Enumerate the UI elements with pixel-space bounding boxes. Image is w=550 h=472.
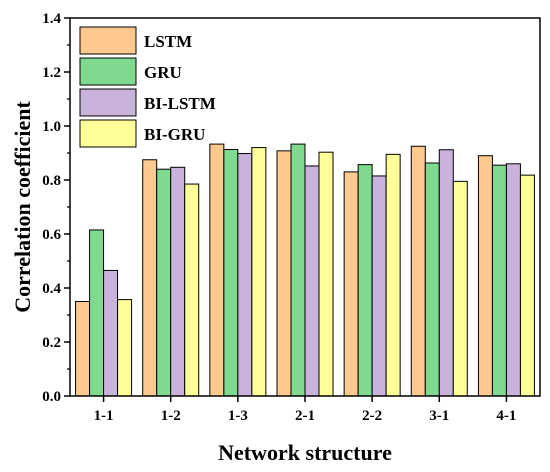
- legend-swatch-lstm: [79, 26, 137, 55]
- y-tick-label: 0.2: [42, 335, 61, 351]
- legend-label-gru: GRU: [144, 63, 182, 82]
- x-tick-label: 4-1: [496, 408, 516, 424]
- bar-bi-lstm-3-1: [438, 149, 454, 397]
- legend-swatch-gru: [79, 57, 137, 86]
- bar-bi-lstm-4-1: [505, 163, 521, 397]
- bar-bi-gru-2-2: [385, 153, 401, 397]
- x-tick-label: 3-1: [429, 408, 449, 424]
- bar-gru-2-2: [357, 164, 373, 397]
- legend: LSTM GRU BI-LSTM BI-GRU: [79, 26, 216, 148]
- bar-lstm-1-3: [209, 143, 225, 397]
- bar-bi-lstm-1-1: [103, 269, 119, 397]
- x-axis: 1-1 1-2 1-3 2-1 2-2 3-1 4-1: [94, 396, 516, 424]
- legend-label-lstm: LSTM: [144, 32, 192, 51]
- y-tick-label: 1.4: [42, 11, 61, 27]
- x-tick-label: 1-1: [94, 408, 114, 424]
- y-tick-label: 0.6: [42, 227, 61, 243]
- bar-bi-gru-1-1: [117, 299, 133, 397]
- y-axis: 0.0 0.2 0.4 0.6 0.8 1.0 1.2 1.4: [42, 11, 70, 405]
- x-axis-title: Network structure: [218, 440, 392, 465]
- bar-lstm-2-2: [343, 171, 359, 397]
- y-axis-title: Correlation coefficient: [10, 101, 35, 313]
- bar-bi-lstm-2-1: [304, 165, 320, 397]
- bars-group: [75, 143, 535, 397]
- bar-bi-gru-2-1: [318, 151, 334, 397]
- bar-gru-2-1: [290, 143, 306, 397]
- bar-bi-gru-1-2: [184, 183, 200, 397]
- bar-lstm-4-1: [477, 155, 493, 397]
- bar-bi-gru-4-1: [519, 174, 535, 397]
- x-tick-label: 2-1: [295, 408, 315, 424]
- bar-bi-lstm-1-2: [170, 166, 186, 397]
- y-tick-label: 1.0: [42, 119, 61, 135]
- legend-label-bi-lstm: BI-LSTM: [144, 94, 216, 113]
- y-tick-label: 0.8: [42, 173, 61, 189]
- bar-bi-gru-3-1: [452, 180, 468, 397]
- legend-label-bi-gru: BI-GRU: [144, 125, 205, 144]
- legend-swatch-bi-lstm: [79, 88, 137, 117]
- bar-bi-lstm-2-2: [371, 175, 387, 397]
- bar-lstm-2-1: [276, 150, 292, 397]
- bar-gru-1-3: [223, 148, 239, 397]
- bar-gru-4-1: [491, 164, 507, 397]
- x-tick-label: 1-2: [161, 408, 181, 424]
- bar-gru-1-1: [89, 229, 105, 397]
- y-tick-label: 0.0: [42, 389, 61, 405]
- bar-gru-3-1: [424, 162, 440, 397]
- x-tick-label: 2-2: [362, 408, 382, 424]
- y-tick-label: 0.4: [42, 281, 61, 297]
- bar-bi-lstm-1-3: [237, 153, 253, 397]
- bar-lstm-1-1: [75, 301, 91, 397]
- bar-lstm-3-1: [410, 145, 426, 397]
- x-tick-label: 1-3: [228, 408, 248, 424]
- bar-bi-gru-1-3: [251, 147, 267, 397]
- y-tick-label: 1.2: [42, 65, 61, 81]
- legend-swatch-bi-gru: [79, 119, 137, 148]
- bar-gru-1-2: [156, 168, 172, 397]
- bar-lstm-1-2: [142, 159, 158, 397]
